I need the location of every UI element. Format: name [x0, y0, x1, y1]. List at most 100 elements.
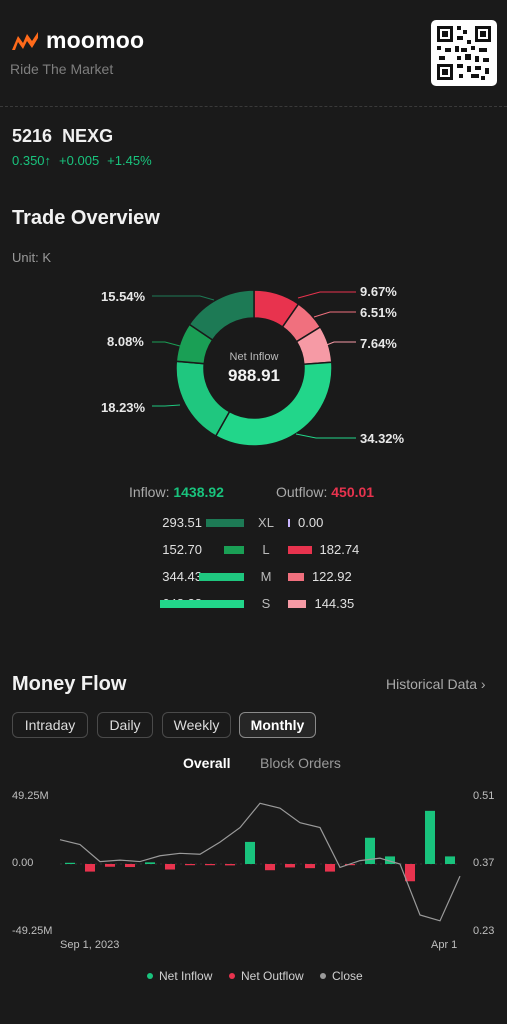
net-flow-bar	[405, 864, 415, 882]
left-tick-top: 49.25M	[12, 790, 49, 802]
net-flow-bar	[445, 856, 455, 864]
legend-net-outflow: Net Outflow	[229, 969, 304, 983]
arrow-up-icon: ↑	[44, 153, 52, 168]
donut-center-label: Net Inflow	[229, 351, 279, 363]
leader-line-m-out	[323, 341, 356, 347]
net-flow-bar	[125, 864, 135, 868]
net-flow-bar	[225, 864, 235, 866]
left-tick-bottom: -49.25M	[12, 925, 53, 937]
tagline: Ride The Market	[10, 61, 114, 77]
stock-change: +0.005	[59, 153, 100, 168]
outflow-bar-m	[288, 573, 304, 581]
stock-name: NEXG	[62, 126, 114, 146]
slice-label-s-in: 34.32%	[360, 431, 405, 446]
leader-line-l-in	[152, 341, 181, 347]
net-flow-bar	[105, 864, 115, 867]
slice-label-m-in: 18.23%	[101, 400, 146, 415]
net-flow-bar	[385, 856, 395, 864]
tab-weekly[interactable]: Weekly	[162, 712, 231, 738]
inflow-value: 1438.92	[173, 484, 224, 500]
donut-center-value: 988.91	[228, 366, 280, 385]
leader-line-m-in	[152, 404, 181, 407]
size-label-s: S	[261, 596, 271, 611]
moomoo-logo-icon	[12, 31, 38, 50]
net-flow-bar	[145, 862, 155, 864]
outflow-value: 450.01	[331, 484, 375, 500]
net-flow-bar	[425, 810, 435, 864]
stock-title: 5216 NEXG	[12, 126, 113, 147]
inflow-value-xl: 293.51	[162, 515, 202, 530]
subtab-overall[interactable]: Overall	[183, 755, 231, 771]
money-flow-chart	[59, 802, 461, 922]
leader-line-xl-out	[297, 291, 356, 299]
inflow-summary: Inflow: 1438.92	[129, 484, 224, 500]
inflow-bar-l	[223, 546, 244, 554]
net-flow-bar	[85, 864, 95, 872]
header-divider	[0, 106, 507, 107]
slice-label-l-out: 6.51%	[360, 305, 397, 320]
qr-code-icon[interactable]	[431, 20, 497, 86]
slice-label-xl-out: 9.67%	[360, 284, 397, 299]
inflow-bar-s	[160, 600, 244, 608]
slice-label-xl-in: 15.54%	[101, 289, 146, 304]
right-tick-top: 0.51	[473, 790, 495, 802]
tab-monthly[interactable]: Monthly	[239, 712, 316, 738]
x-end-label: Apr 1	[431, 939, 458, 951]
close-price-line	[59, 802, 461, 922]
money-flow-title: Money Flow	[12, 673, 127, 695]
green-dot-icon	[147, 973, 153, 979]
slice-label-m-out: 7.64%	[360, 336, 397, 351]
outflow-bar-l	[288, 546, 312, 554]
stock-quote: 0.350↑ +0.005 +1.45%	[12, 153, 152, 168]
inflow-value-m: 344.43	[162, 569, 202, 584]
outflow-summary: Outflow: 450.01	[276, 484, 375, 500]
inflow-bar-m	[199, 573, 244, 581]
stock-change-pct: +1.45%	[107, 153, 152, 168]
gray-dot-icon	[320, 973, 326, 979]
inflow-value-l: 152.70	[162, 542, 202, 557]
slice-label-l-in: 8.08%	[107, 334, 144, 349]
brand-logo: moomoo	[10, 27, 144, 54]
tab-intraday[interactable]: Intraday	[12, 712, 88, 738]
right-tick-mid: 0.37	[473, 857, 495, 869]
subtab-block-orders[interactable]: Block Orders	[260, 755, 341, 771]
net-flow-bar	[305, 864, 315, 869]
net-flow-bar	[205, 864, 215, 866]
net-flow-bar	[265, 864, 275, 871]
net-flow-bar	[65, 862, 75, 864]
stock-code: 5216	[12, 126, 53, 146]
outflow-value-m: 122.92	[311, 569, 352, 584]
net-flow-bar	[285, 864, 295, 868]
net-flow-bar	[185, 864, 195, 866]
size-label-xl: XL	[258, 515, 274, 530]
qr-pattern	[437, 26, 491, 80]
size-label-l: L	[262, 542, 270, 557]
outflow-value-xl: 0.00	[298, 515, 324, 530]
right-tick-bottom: 0.23	[473, 925, 495, 937]
donut-slice-xl-in	[188, 289, 255, 342]
left-tick-mid: 0.00	[12, 857, 34, 869]
net-flow-bar	[165, 864, 175, 870]
outflow-bar-s	[288, 600, 307, 608]
trade-overview-title: Trade Overview	[12, 207, 160, 229]
trade-donut-chart	[152, 289, 356, 447]
brand-name: moomoo	[46, 27, 145, 53]
unit-label: Unit: K	[12, 250, 52, 265]
size-label-m: M	[260, 569, 272, 584]
legend-net-inflow: Net Inflow	[147, 969, 212, 983]
leader-line-s-in	[295, 433, 356, 439]
outflow-bar-xl	[288, 519, 290, 527]
net-flow-bar	[245, 841, 255, 864]
stock-price: 0.350↑	[12, 153, 52, 168]
tab-daily[interactable]: Daily	[97, 712, 153, 738]
net-flow-bar	[365, 837, 375, 864]
outflow-value-l: 182.74	[319, 542, 360, 557]
net-flow-bar	[325, 864, 335, 872]
red-dot-icon	[229, 973, 235, 979]
historical-data-link[interactable]: Historical Data ›	[386, 676, 486, 692]
legend-close: Close	[320, 969, 363, 983]
x-start-label: Sep 1, 2023	[60, 939, 120, 951]
outflow-value-s: 144.35	[314, 596, 355, 611]
leader-line-xl-in	[152, 295, 215, 301]
chevron-right-icon: ›	[480, 676, 486, 692]
